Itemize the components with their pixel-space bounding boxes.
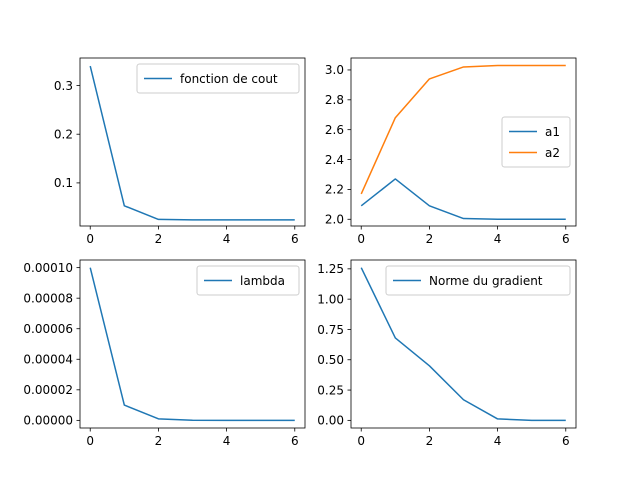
y-tick-label: 0.00002	[23, 383, 73, 397]
x-tick-label: 2	[426, 434, 434, 448]
y-tick-label: 0.00004	[23, 353, 73, 367]
axes-frame	[350, 57, 577, 227]
y-tick-label: 0.00008	[23, 291, 73, 305]
legend-box	[501, 116, 571, 168]
legend-box	[385, 265, 571, 296]
x-tick-label: 6	[562, 232, 570, 246]
y-tick-label: 0.3	[54, 79, 73, 93]
x-tick-label: 4	[494, 232, 502, 246]
subplot-2: 0 2 4 6 2.0 2.2 2.4 2.6 2.8 3.0 a1 a2	[325, 57, 577, 246]
y-tick-label: 0.25	[317, 383, 344, 397]
series-line-1	[360, 267, 566, 422]
y-tick-label: 1.00	[317, 292, 344, 306]
axes-frame	[79, 259, 306, 429]
legend-label: lambda	[240, 274, 285, 288]
x-tick-label: 6	[291, 232, 299, 246]
axes-frame	[350, 259, 577, 429]
y-tick-label: 0.50	[317, 353, 344, 367]
x-tick-label: 2	[155, 232, 163, 246]
x-tick-label: 6	[291, 434, 299, 448]
legend: a1 a2	[501, 116, 571, 168]
y-tick-label: 0.00006	[23, 322, 73, 336]
y-tick-label: 2.6	[325, 123, 344, 137]
legend-label: Norme du gradient	[429, 274, 543, 288]
x-tick-label: 4	[223, 434, 231, 448]
series-line-1	[89, 267, 295, 422]
x-tick-label: 0	[357, 232, 365, 246]
series-line-2	[360, 64, 566, 195]
legend: fonction de cout	[136, 63, 300, 94]
x-tick-label: 6	[562, 434, 570, 448]
subplot-3: 0 2 4 6 0.00000 0.00002 0.00004 0.00006 0.00008 0…	[23, 259, 306, 448]
legend-label: a2	[545, 146, 560, 160]
legend-box	[196, 265, 300, 296]
y-tick-label: 2.2	[325, 183, 344, 197]
subplot-1: 0 2 4 6 0.1 0.2 0.3 fonction de cout	[54, 57, 306, 246]
y-tick-label: 0.2	[54, 128, 73, 142]
y-tick-label: 1.25	[317, 262, 344, 276]
x-tick-label: 4	[494, 434, 502, 448]
y-tick-label: 2.4	[325, 153, 344, 167]
legend-box	[136, 63, 300, 94]
y-tick-label: 0.00	[317, 414, 344, 428]
x-tick-label: 0	[86, 434, 94, 448]
x-tick-label: 0	[86, 232, 94, 246]
subplot-4: 0 2 4 6 0.00 0.25 0.50 0.75 1.00 1.25 Norme du gra…	[317, 259, 577, 448]
legend: lambda	[196, 265, 300, 296]
x-tick-label: 2	[426, 232, 434, 246]
axes-frame	[79, 57, 306, 227]
series-line-1	[89, 65, 295, 221]
y-tick-label: 2.8	[325, 93, 344, 107]
legend: Norme du gradient	[385, 265, 571, 296]
legend-label: a1	[545, 125, 560, 139]
legend-label: fonction de cout	[180, 72, 278, 86]
series-line-1	[360, 178, 566, 221]
x-tick-label: 4	[223, 232, 231, 246]
y-tick-label: 2.0	[325, 213, 344, 227]
y-tick-label: 0.75	[317, 323, 344, 337]
y-tick-label: 3.0	[325, 63, 344, 77]
y-tick-label: 0.00010	[23, 261, 73, 275]
x-tick-label: 0	[357, 434, 365, 448]
x-tick-label: 2	[155, 434, 163, 448]
y-tick-label: 0.00000	[23, 414, 73, 428]
y-tick-label: 0.1	[54, 176, 73, 190]
